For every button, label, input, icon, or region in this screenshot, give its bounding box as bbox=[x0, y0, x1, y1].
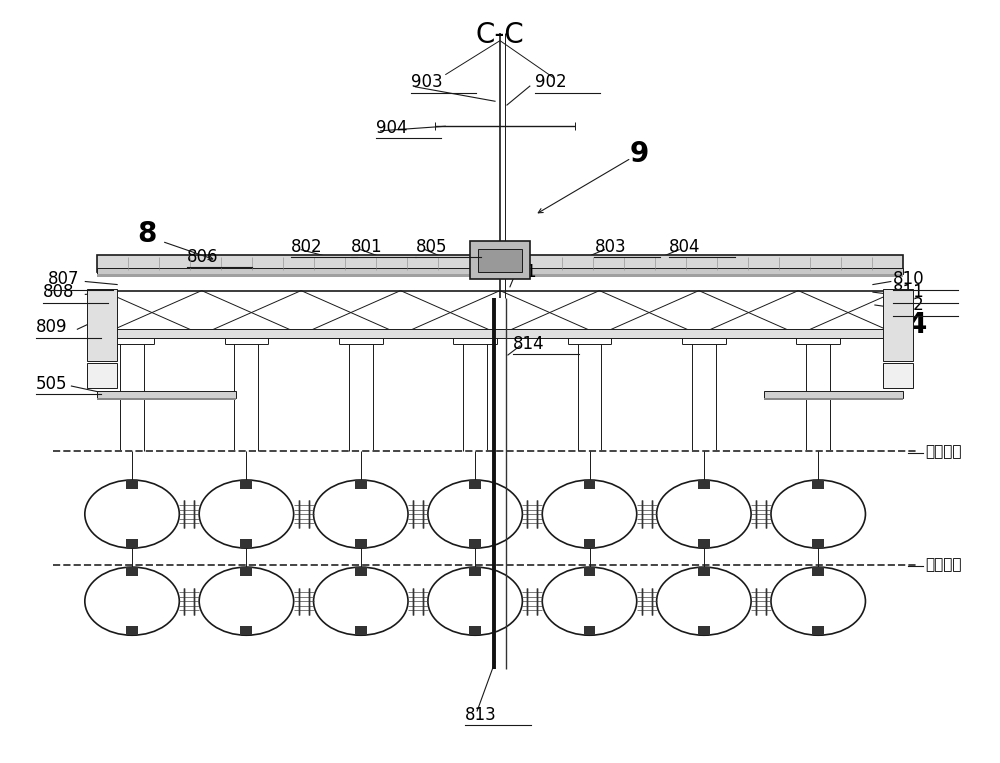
Ellipse shape bbox=[657, 567, 751, 636]
Text: 808: 808 bbox=[43, 283, 74, 301]
Text: 811: 811 bbox=[893, 283, 925, 301]
Bar bbox=[87, 289, 117, 361]
Bar bbox=[87, 363, 117, 388]
Bar bbox=[584, 567, 595, 576]
Ellipse shape bbox=[199, 480, 294, 548]
Bar bbox=[698, 567, 710, 576]
Bar bbox=[469, 626, 481, 636]
Bar bbox=[584, 539, 595, 548]
Text: C-C: C-C bbox=[476, 21, 524, 49]
Ellipse shape bbox=[428, 567, 522, 636]
Bar bbox=[97, 255, 903, 272]
Text: 803: 803 bbox=[594, 238, 626, 256]
Text: 804: 804 bbox=[669, 238, 701, 256]
Bar bbox=[698, 539, 710, 548]
Text: 812: 812 bbox=[893, 296, 925, 314]
Text: 814: 814 bbox=[513, 335, 545, 353]
Bar bbox=[97, 274, 903, 277]
Text: 9: 9 bbox=[629, 140, 649, 169]
Text: 4: 4 bbox=[908, 311, 927, 339]
Text: 902: 902 bbox=[535, 73, 566, 92]
Bar bbox=[812, 539, 824, 548]
Text: 807: 807 bbox=[48, 270, 79, 288]
Bar bbox=[883, 289, 913, 361]
Bar bbox=[764, 398, 903, 401]
Text: 轻载水线: 轻载水线 bbox=[926, 557, 962, 572]
Text: 901: 901 bbox=[505, 262, 537, 281]
Bar bbox=[240, 480, 252, 489]
Bar bbox=[469, 539, 481, 548]
Bar bbox=[126, 539, 138, 548]
Bar bbox=[764, 391, 903, 398]
Bar bbox=[126, 626, 138, 636]
Bar bbox=[102, 330, 898, 338]
Text: 810: 810 bbox=[893, 270, 924, 288]
Bar bbox=[97, 391, 236, 398]
Bar bbox=[240, 567, 252, 576]
Bar bbox=[355, 626, 367, 636]
Bar bbox=[97, 398, 236, 401]
Ellipse shape bbox=[85, 567, 179, 636]
Text: 805: 805 bbox=[415, 238, 447, 256]
Text: 802: 802 bbox=[291, 238, 323, 256]
Ellipse shape bbox=[542, 567, 637, 636]
Bar bbox=[240, 539, 252, 548]
Text: 505: 505 bbox=[36, 375, 67, 393]
Ellipse shape bbox=[771, 480, 865, 548]
Bar bbox=[883, 363, 913, 388]
Text: 809: 809 bbox=[36, 318, 67, 336]
Bar bbox=[698, 626, 710, 636]
Bar bbox=[355, 567, 367, 576]
Bar bbox=[584, 480, 595, 489]
Ellipse shape bbox=[85, 480, 179, 548]
Ellipse shape bbox=[657, 480, 751, 548]
Text: 801: 801 bbox=[351, 238, 382, 256]
Ellipse shape bbox=[314, 480, 408, 548]
Bar bbox=[240, 626, 252, 636]
Text: 重载水线: 重载水线 bbox=[926, 444, 962, 459]
Bar bbox=[126, 567, 138, 576]
Bar bbox=[584, 626, 595, 636]
Bar bbox=[470, 241, 530, 279]
Bar bbox=[812, 480, 824, 489]
Text: 806: 806 bbox=[187, 247, 218, 266]
Bar bbox=[355, 539, 367, 548]
Ellipse shape bbox=[771, 567, 865, 636]
Bar bbox=[126, 480, 138, 489]
Bar bbox=[355, 480, 367, 489]
Ellipse shape bbox=[199, 567, 294, 636]
Bar bbox=[812, 626, 824, 636]
Text: 903: 903 bbox=[411, 73, 442, 92]
Ellipse shape bbox=[314, 567, 408, 636]
Text: 8: 8 bbox=[137, 220, 156, 248]
Bar bbox=[97, 268, 903, 274]
Bar bbox=[469, 480, 481, 489]
Ellipse shape bbox=[542, 480, 637, 548]
Bar bbox=[478, 249, 522, 272]
Text: 813: 813 bbox=[465, 706, 497, 724]
Text: 904: 904 bbox=[376, 119, 407, 137]
Bar bbox=[698, 480, 710, 489]
Bar bbox=[812, 567, 824, 576]
Bar bbox=[469, 567, 481, 576]
Ellipse shape bbox=[428, 480, 522, 548]
